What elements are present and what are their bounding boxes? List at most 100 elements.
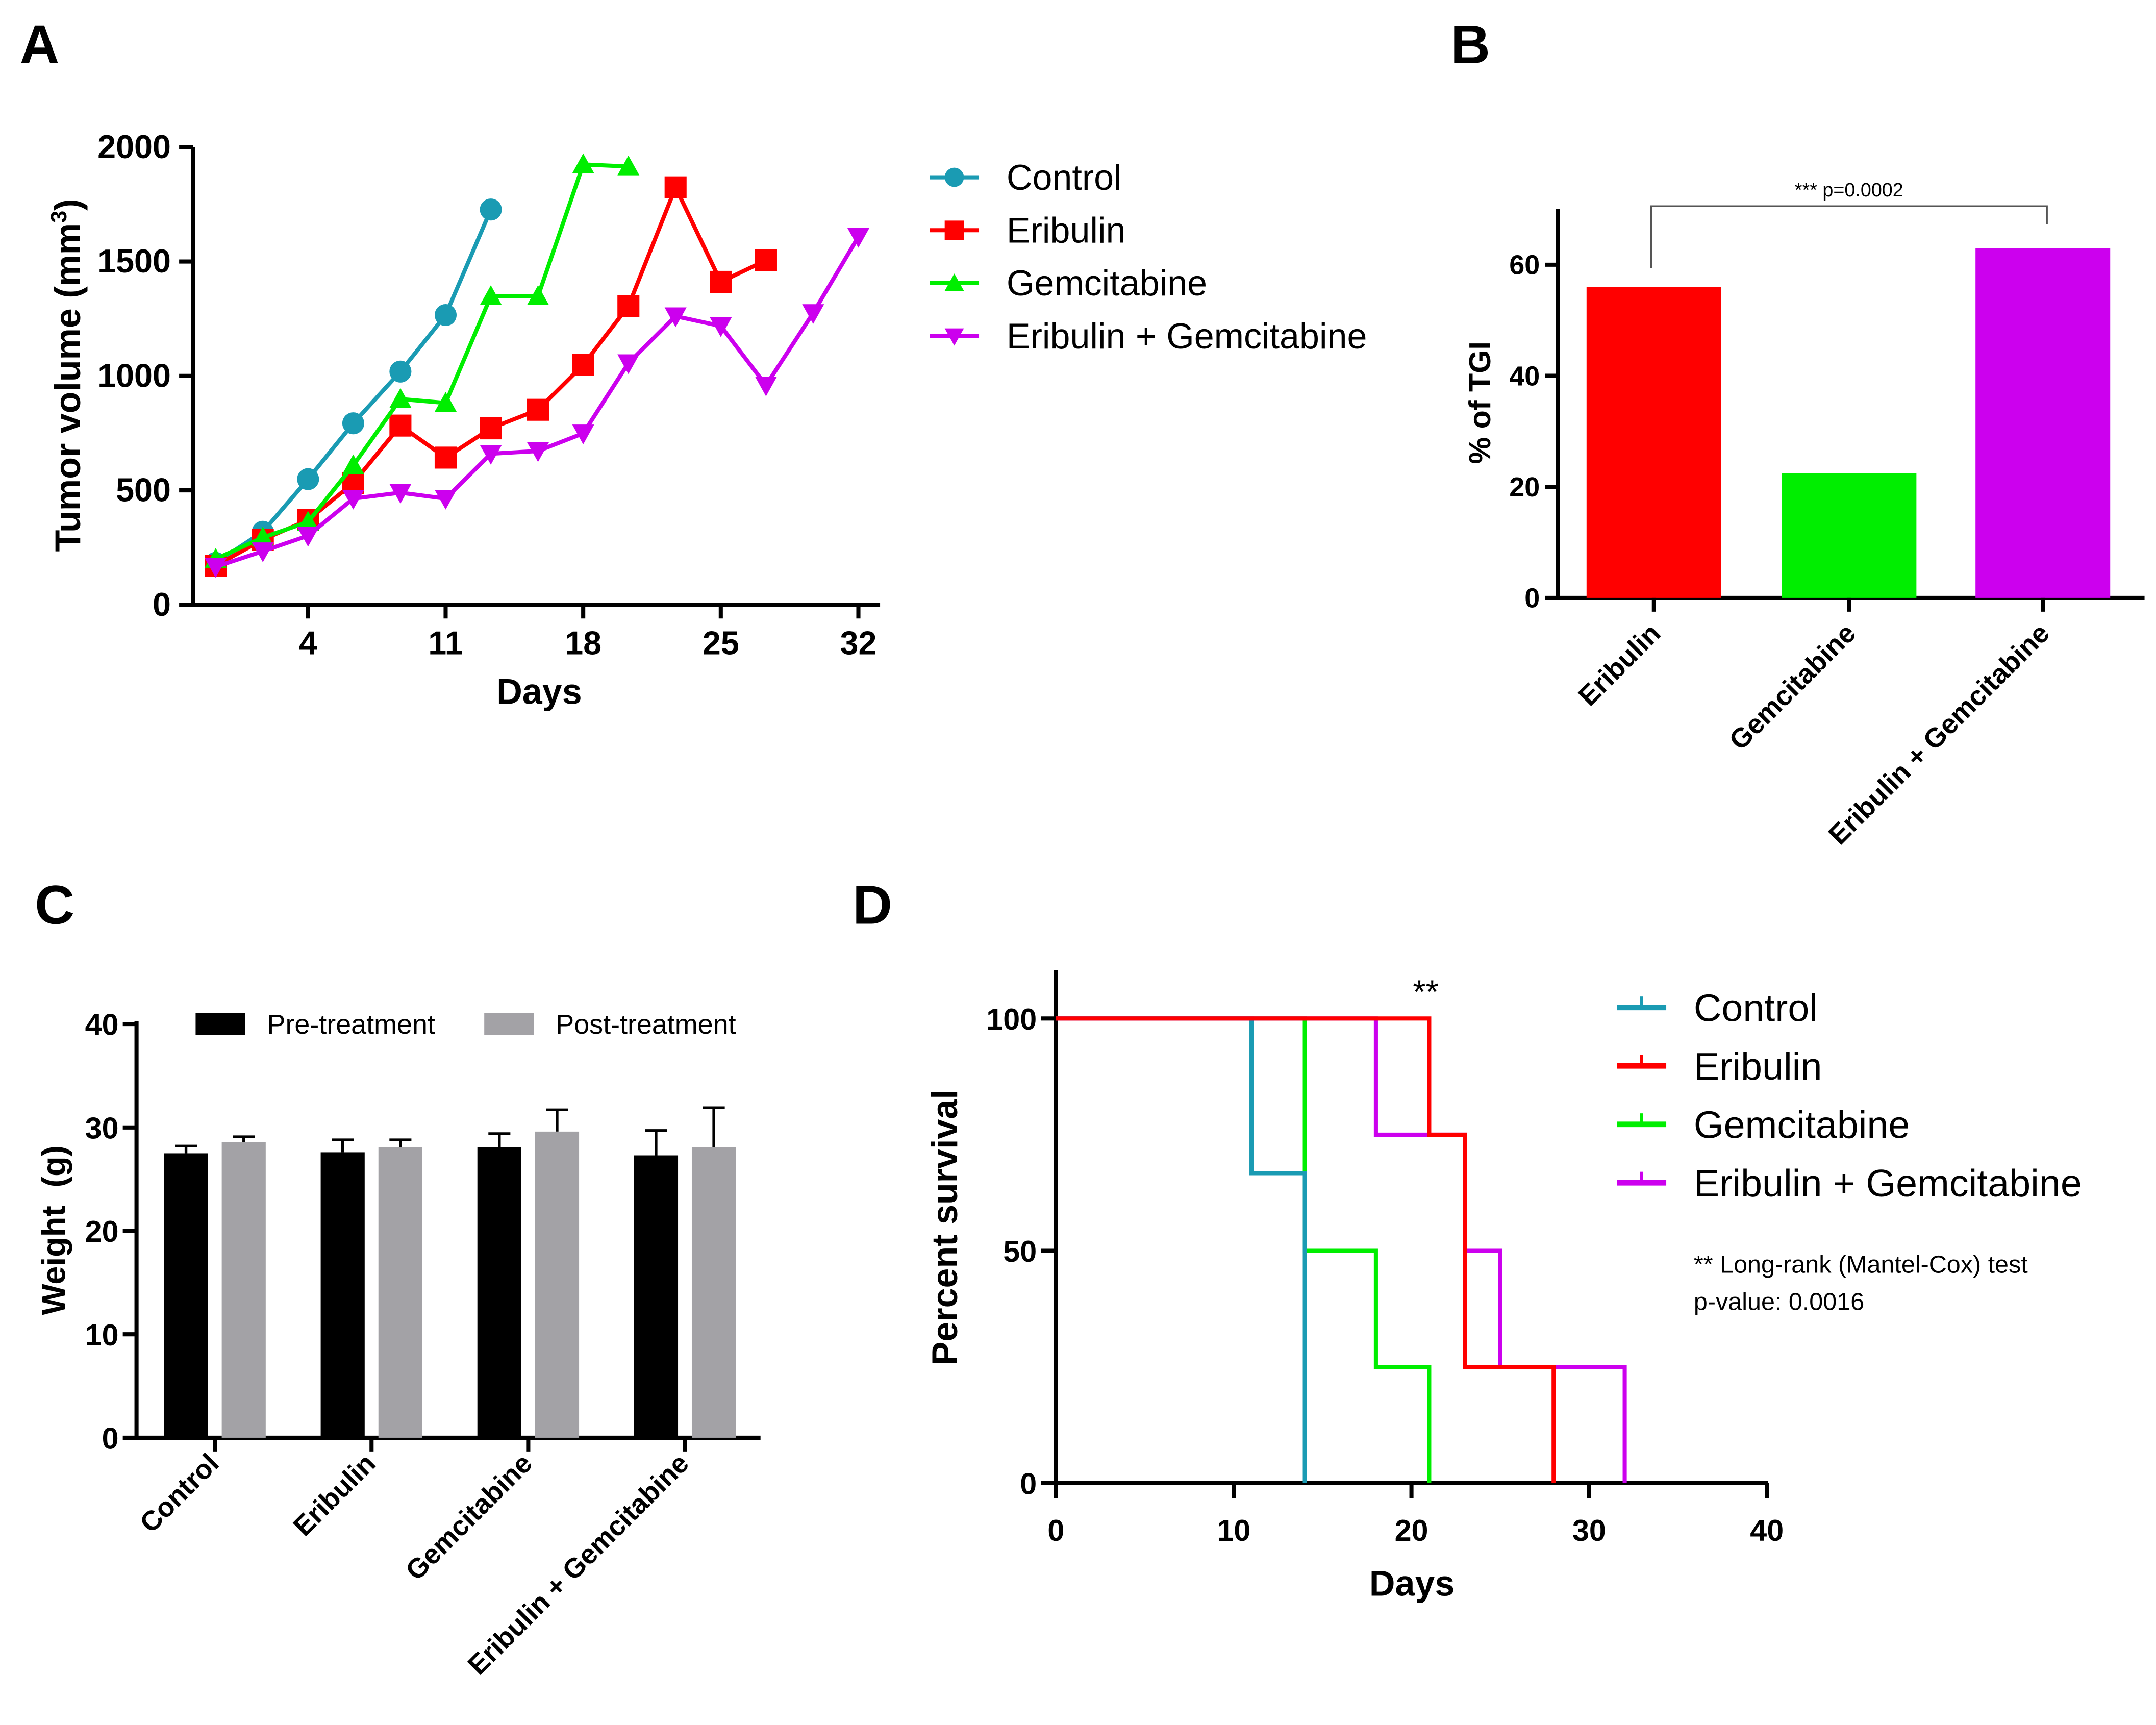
a-data-point	[480, 417, 502, 440]
c-y-tick-label: 20	[85, 1214, 119, 1248]
d-survival-curve-1	[1056, 1016, 1556, 1483]
b-x-tick-label: Gemcitabine	[1723, 618, 1862, 756]
d-y-tick-label: 100	[986, 1002, 1037, 1036]
a-ylabel-close: )	[48, 199, 88, 211]
a-data-point	[710, 270, 732, 293]
a-data-point	[480, 285, 502, 305]
c-bar	[535, 1131, 580, 1438]
a-data-point	[297, 511, 319, 531]
a-ylabel-sup: 3	[47, 211, 71, 223]
d-x-tick-label: 20	[1395, 1513, 1428, 1547]
b-bar	[1586, 287, 1721, 598]
a-legend-label: Eribulin + Gemcitabine	[1007, 316, 1367, 356]
a-series-line-1	[214, 182, 767, 568]
a-y-tick-label: 1000	[97, 357, 171, 394]
c-bar	[164, 1153, 208, 1438]
d-x-tick-label: 40	[1750, 1513, 1784, 1547]
b-x-tick-label: Eribulin + Gemcitabine	[1823, 618, 2055, 851]
a-data-point	[389, 360, 412, 383]
panel-label-a: A	[20, 13, 60, 75]
c-y-tick-label: 40	[85, 1008, 119, 1042]
c-bar	[634, 1155, 679, 1438]
a-data-point	[389, 414, 412, 437]
b-y-tick-label: 40	[1509, 361, 1540, 391]
b-y-tick-label: 20	[1509, 472, 1540, 503]
a-data-point	[847, 228, 870, 248]
d-x-tick-label: 0	[1047, 1513, 1064, 1547]
b-bar	[1975, 248, 2111, 598]
a-data-point	[342, 412, 364, 435]
a-series-line-0	[214, 209, 493, 565]
d-legend-label: Eribulin + Gemcitabine	[1694, 1162, 2082, 1205]
a-y-tick-label: 500	[116, 471, 171, 509]
a-x-axis-label: Days	[496, 671, 582, 711]
d-survival-curve-0	[1056, 1016, 1307, 1483]
c-y-axis-label: Weight (g)	[35, 1145, 72, 1315]
panel-label-c: C	[35, 873, 74, 935]
d-x-tick-label: 30	[1572, 1513, 1606, 1547]
a-data-point	[297, 468, 319, 490]
b-y-tick-label: 60	[1509, 250, 1540, 281]
c-legend-label: Pre-treatment	[267, 1009, 435, 1040]
a-data-point	[527, 285, 549, 305]
panel-label-b: B	[1450, 13, 1490, 75]
a-y-tick-label: 0	[153, 586, 171, 623]
d-x-tick-label: 10	[1217, 1513, 1250, 1547]
d-legend-label: Eribulin	[1694, 1045, 1822, 1088]
c-bar	[691, 1147, 736, 1438]
a-data-point	[617, 354, 640, 374]
a-data-point	[617, 295, 640, 317]
a-data-point	[389, 484, 412, 504]
a-y-tick-label: 1500	[97, 242, 171, 280]
a-data-point	[389, 388, 412, 408]
a-data-point	[710, 317, 732, 337]
a-data-point	[342, 489, 364, 510]
a-ylabel-main: Tumor volume (mm	[48, 223, 88, 552]
a-data-point	[480, 445, 502, 465]
d-y-axis-label: Percent survival	[925, 1089, 965, 1365]
a-series-line-2	[215, 162, 629, 561]
a-data-point	[434, 446, 457, 469]
a-data-point	[755, 249, 777, 271]
a-data-point	[572, 424, 594, 444]
c-bar	[378, 1147, 422, 1438]
a-x-tick-label: 11	[428, 624, 463, 661]
a-data-point	[802, 304, 824, 324]
a-data-point	[572, 153, 594, 173]
a-data-point	[617, 155, 640, 176]
a-data-point	[297, 527, 319, 547]
b-bar	[1782, 473, 1917, 598]
a-x-tick-label: 25	[703, 624, 739, 661]
c-y-tick-label: 30	[85, 1111, 119, 1145]
c-legend-swatch	[484, 1013, 534, 1035]
d-legend-label: Gemcitabine	[1694, 1104, 1910, 1146]
c-y-tick-label: 0	[102, 1421, 119, 1456]
c-bar	[320, 1152, 365, 1438]
d-legend-label: Control	[1694, 987, 1818, 1030]
a-data-point	[434, 489, 457, 510]
c-x-tick-label: Gemcitabine	[400, 1448, 538, 1586]
c-legend-swatch	[195, 1013, 245, 1035]
a-data-point	[252, 542, 274, 562]
a-legend-label: Control	[1007, 158, 1122, 197]
d-survival-curve-2	[1056, 1016, 1432, 1483]
b-significance-annotation: *** p=0.0002	[1795, 179, 1903, 201]
a-legend-marker	[944, 328, 964, 346]
d-x-axis-label: Days	[1369, 1564, 1455, 1604]
d-y-tick-label: 0	[1020, 1466, 1037, 1501]
a-data-point	[527, 442, 549, 462]
c-bar	[477, 1147, 521, 1438]
a-data-point	[434, 392, 457, 412]
a-data-point	[664, 307, 687, 328]
c-x-tick-label: Eribulin	[287, 1448, 381, 1542]
a-data-point	[572, 354, 594, 376]
c-x-tick-label: Control	[134, 1448, 225, 1539]
c-y-tick-label: 10	[85, 1318, 119, 1352]
b-x-tick-label: Eribulin	[1572, 618, 1666, 712]
a-legend-label: Eribulin	[1007, 210, 1126, 250]
c-legend-label: Post-treatment	[556, 1009, 736, 1040]
a-data-point	[755, 376, 777, 396]
a-data-point	[342, 454, 364, 474]
